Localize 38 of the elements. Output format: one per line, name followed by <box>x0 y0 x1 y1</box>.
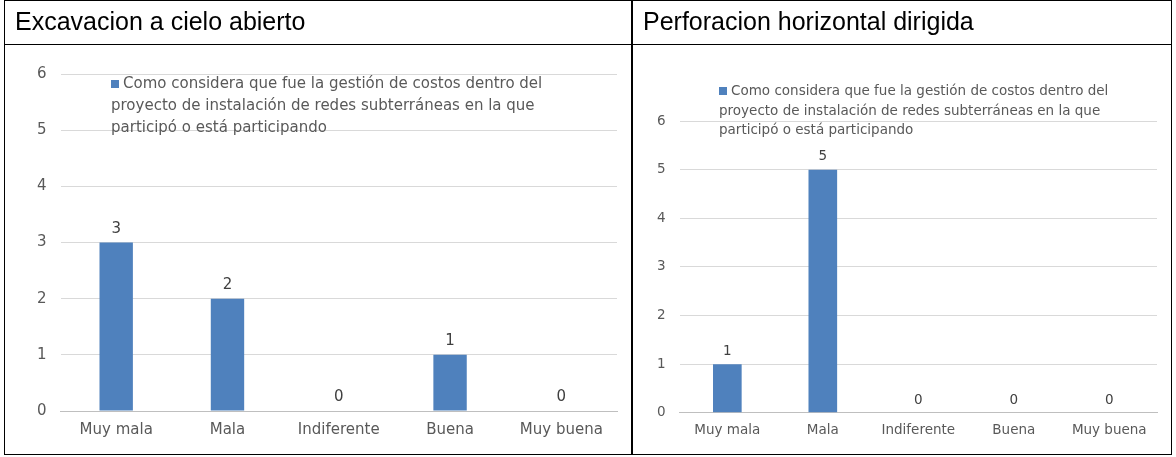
y-tick-label: 2 <box>657 306 666 323</box>
y-tick-label: 5 <box>37 120 47 139</box>
x-tick-label: Mala <box>806 421 839 438</box>
x-tick-label: Indiferente <box>881 421 956 438</box>
y-tick-label: 2 <box>37 288 47 307</box>
y-tick-label: 5 <box>657 160 666 177</box>
x-tick-label: Muy buena <box>1071 421 1147 438</box>
data-label: 3 <box>111 218 121 237</box>
x-tick-label: Muy buena <box>519 419 603 438</box>
x-tick-label: Indiferente <box>297 419 380 438</box>
chart-title: Perforacion horizontal dirigida <box>633 1 1171 45</box>
y-tick-label: 4 <box>657 208 666 225</box>
data-label: 2 <box>222 275 233 294</box>
data-label: 1 <box>445 331 455 350</box>
y-tick-label: 6 <box>657 111 666 128</box>
y-tick-label: 1 <box>37 344 47 363</box>
x-tick-label: Buena <box>426 419 474 438</box>
data-label: 0 <box>334 387 344 406</box>
y-tick-label: 6 <box>37 63 47 82</box>
data-label: 1 <box>723 341 732 358</box>
x-tick-label: Mala <box>209 419 246 438</box>
legend-label: Como considera que fue la gestión de costos dentro del proyecto de instalación de redes subterráneas en la que participó o está participando <box>111 73 544 138</box>
y-tick-label: 0 <box>657 403 666 420</box>
y-tick-label: 0 <box>37 400 47 419</box>
chart-title: Excavacion a cielo abierto <box>5 1 631 45</box>
legend-label: Como considera que fue la gestión de costos dentro del proyecto de instalación de redes subterráneas en la que participó o está participando <box>719 81 1110 140</box>
data-label: 0 <box>1104 390 1114 407</box>
y-tick-label: 3 <box>37 232 47 251</box>
y-tick-label: 1 <box>657 354 666 371</box>
y-tick-label: 4 <box>37 176 47 195</box>
x-tick-label: Muy mala <box>79 419 153 438</box>
data-label: 0 <box>914 390 923 407</box>
x-tick-label: Buena <box>992 421 1036 438</box>
data-label: 5 <box>818 147 828 164</box>
data-label: 0 <box>1009 390 1019 407</box>
x-tick-label: Muy mala <box>694 421 761 438</box>
data-label: 0 <box>556 387 567 406</box>
y-tick-label: 3 <box>657 257 666 274</box>
